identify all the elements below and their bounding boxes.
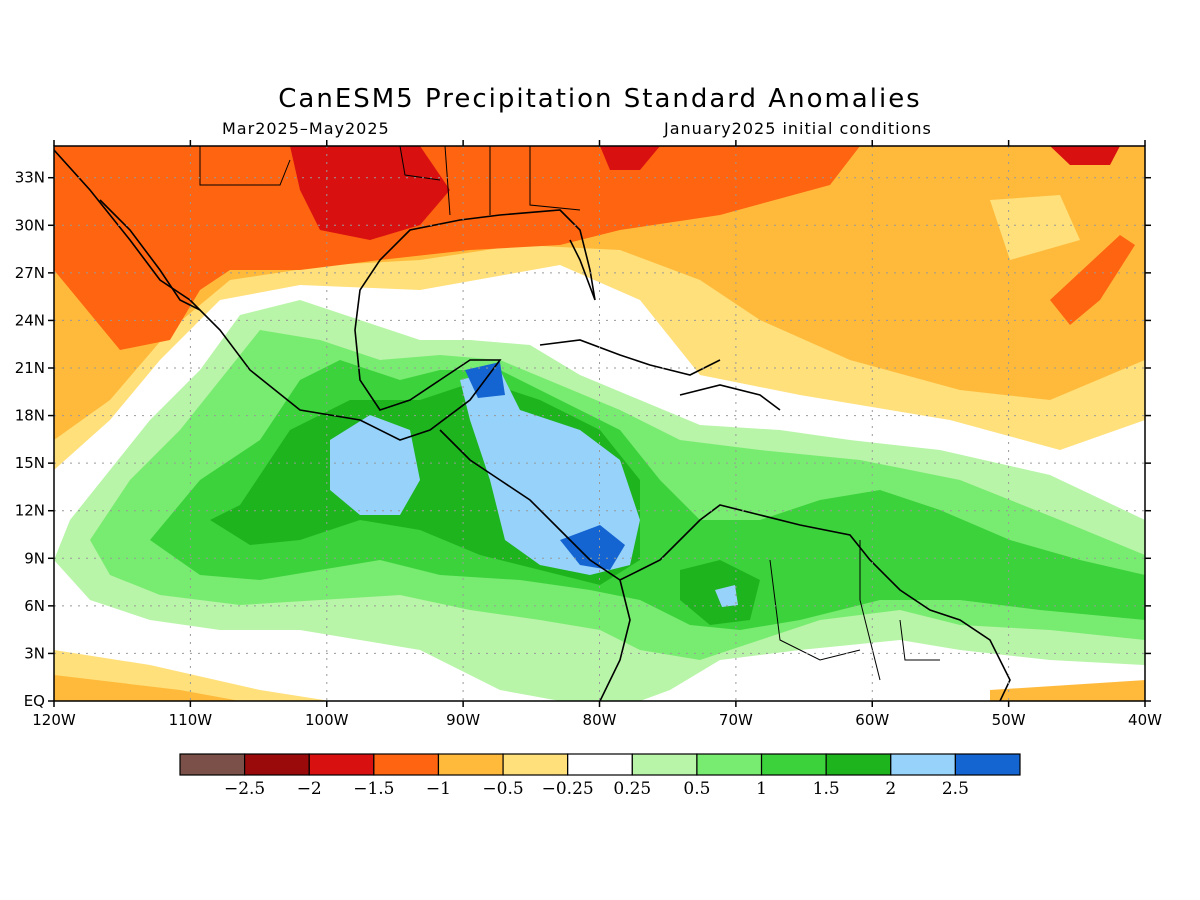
lon-tick-label: 50W [992, 711, 1026, 729]
map-field [54, 146, 1145, 701]
coastlines [54, 149, 1011, 701]
lon-tick-label: 80W [583, 711, 617, 729]
colorbar-swatch [954, 753, 1021, 776]
lat-tick-label: 24N [15, 311, 45, 329]
colorbar-label: −2 [297, 779, 322, 799]
map-title: CanESM5 Precipitation Standard Anomalies [278, 84, 922, 114]
dry-core-atlantic [1050, 146, 1120, 165]
colorbar-label: 1.5 [813, 779, 840, 799]
colorbar-swatch [502, 753, 569, 776]
lon-tick-label: 40W [1128, 711, 1162, 729]
colorbar-swatch [696, 753, 763, 776]
lat-tick-label: 3N [24, 644, 45, 662]
colorbar-swatch [308, 753, 375, 776]
colorbar-swatch [825, 753, 892, 776]
lat-tick-label: 12N [15, 502, 45, 520]
lat-tick-label: 30N [15, 216, 45, 234]
dry-core-east [600, 146, 660, 170]
gridlines [54, 146, 1145, 701]
lon-tick-label: 90W [446, 711, 480, 729]
lon-tick-label: 110W [169, 711, 213, 729]
longitude-axis: 120W 110W 100W 90W 80W 70W 60W 50W 40W [32, 140, 1162, 729]
forecast-period: Mar2025–May2025 [222, 119, 390, 138]
colorbar-label: −0.5 [482, 779, 523, 799]
initial-conditions: January2025 initial conditions [664, 119, 932, 138]
south-dry-strip-core [54, 675, 240, 701]
wet-extreme-pacific [330, 415, 420, 515]
dry-streak-atlantic [1050, 235, 1135, 325]
colorbar: −2.5 −2 −1.5 −1 −0.5 −0.25 0.25 0.5 1 1.5 2 2.5 [179, 753, 1021, 799]
lon-tick-label: 60W [855, 711, 889, 729]
colorbar-swatch [373, 753, 440, 776]
lat-tick-label: 27N [15, 264, 45, 282]
colorbar-swatch [631, 753, 698, 776]
colorbar-label: −2.5 [224, 779, 265, 799]
wet-extreme-colombia [715, 585, 738, 607]
dry-core-texas [290, 146, 450, 240]
colorbar-swatch [890, 753, 956, 776]
wet-extreme-caribbean [460, 370, 640, 575]
lon-tick-label: 120W [32, 711, 76, 729]
colorbar-label: −0.25 [542, 779, 594, 799]
lat-tick-label: 9N [24, 549, 45, 567]
south-dry-east [990, 680, 1145, 701]
colorbar-swatch [567, 753, 633, 776]
colorbar-label: 2.5 [942, 779, 969, 799]
colorbar-label: −1 [426, 779, 451, 799]
borders [199, 146, 940, 681]
lat-tick-label: EQ [24, 692, 45, 710]
colorbar-label: 2 [885, 779, 896, 799]
dry-light-patch [990, 195, 1080, 260]
wet-max-central-america [560, 525, 625, 570]
colorbar-swatch [179, 753, 246, 776]
lat-tick-label: 6N [24, 597, 45, 615]
lat-tick-label: 21N [15, 359, 45, 377]
lat-tick-label: 15N [15, 454, 45, 472]
colorbar-label: 1 [756, 779, 767, 799]
colorbar-swatch [437, 753, 504, 776]
colorbar-label: −1.5 [353, 779, 394, 799]
colorbar-label: 0.25 [613, 779, 651, 799]
latitude-axis: 33N 30N 27N 24N 21N 18N 15N 12N 9N 6N 3N EQ [15, 169, 1151, 710]
colorbar-swatch [244, 753, 310, 776]
lon-tick-label: 70W [719, 711, 753, 729]
dry-band-strong [54, 146, 860, 350]
colorbar-swatch [760, 753, 827, 776]
lat-tick-label: 33N [15, 169, 45, 187]
colorbar-label: 0.5 [683, 779, 710, 799]
lon-tick-label: 100W [305, 711, 349, 729]
lat-tick-label: 18N [15, 407, 45, 425]
